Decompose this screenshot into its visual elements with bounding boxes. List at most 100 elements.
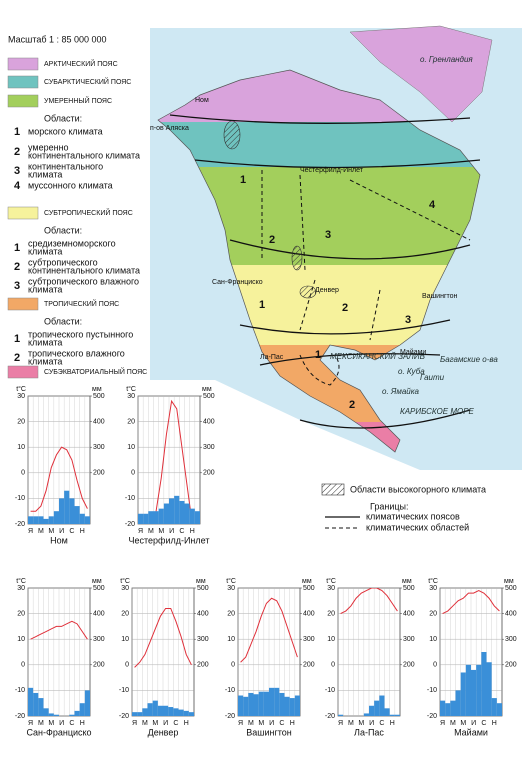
belt-swatch [7, 206, 39, 220]
x-tick-label: И [471, 720, 476, 727]
y2-tick-label: 200 [303, 662, 315, 669]
precip-bar [53, 511, 59, 524]
precip-bar [394, 714, 400, 716]
map-label: Майами [400, 348, 426, 356]
precip-bar [455, 690, 461, 716]
precip-bar [243, 696, 249, 716]
x-tick-label: С [69, 528, 74, 535]
precip-bar [496, 703, 502, 716]
precip-bar [289, 698, 295, 716]
y2-unit: мм [92, 386, 102, 393]
precip-bar [28, 516, 34, 524]
x-tick-label: Я [132, 720, 137, 727]
y-tick-label: -10 [225, 687, 235, 694]
x-tick-label: М [48, 720, 54, 727]
region-num: 3 [14, 165, 20, 177]
precip-bar [183, 710, 189, 716]
highland-area [299, 285, 317, 299]
y-unit: t°C [16, 385, 26, 393]
x-tick-label: Н [492, 720, 497, 727]
precip-bar [48, 516, 54, 524]
region-border-label: климатических областей [366, 522, 469, 532]
y-tick-label: -10 [15, 495, 25, 502]
precip-bar [59, 498, 65, 524]
map-label: о. Ямайка [382, 387, 420, 396]
chart-title: Майами [454, 727, 488, 737]
precip-bar [43, 518, 49, 524]
y-tick-label: 20 [121, 610, 129, 617]
region-text: средиземноморского [28, 238, 116, 248]
y-tick-label: 30 [227, 585, 235, 592]
belt-border-label: климатических поясов [366, 511, 460, 521]
region-num: 3 [14, 280, 20, 292]
precip-bar [465, 664, 471, 716]
y2-unit: мм [196, 578, 206, 585]
y-tick-label: 30 [327, 585, 335, 592]
x-tick-label: С [379, 720, 384, 727]
precip-bar [69, 714, 75, 716]
x-tick-label: М [142, 720, 148, 727]
x-tick-label: И [59, 720, 64, 727]
x-tick-label: Н [80, 528, 85, 535]
y2-unit: мм [504, 578, 514, 585]
y2-tick-label: 500 [403, 585, 415, 592]
precip-bar [147, 703, 153, 716]
temp-line [30, 620, 88, 640]
precip-bar [279, 692, 285, 716]
precip-bar [38, 698, 44, 716]
precip-bar [69, 498, 75, 524]
region-num: 1 [14, 242, 20, 254]
region-text: континентального климата [28, 150, 140, 160]
y2-tick-label: 300 [203, 444, 215, 451]
region-text: климата [28, 337, 62, 347]
y-tick-label: 20 [127, 418, 135, 425]
precip-bar [64, 490, 70, 524]
map-label: МЕКСИКАНСКИЙ ЗАЛИВ [330, 352, 426, 361]
x-tick-label: Н [190, 528, 195, 535]
x-tick-label: Я [440, 720, 445, 727]
y-unit: t°C [16, 577, 26, 585]
region-text: континентального климата [28, 265, 140, 275]
precip-bar [379, 695, 385, 716]
zone-number: 1 [240, 174, 246, 186]
precip-bar [440, 700, 446, 716]
belt-swatch [7, 365, 39, 379]
y-tick-label: 0 [21, 470, 25, 477]
precip-bar [476, 664, 482, 716]
y-tick-label: 10 [127, 444, 135, 451]
temp-line [442, 590, 500, 615]
temp-line [152, 399, 193, 524]
precip-bar [142, 708, 148, 716]
y-tick-label: -20 [427, 713, 437, 720]
precip-bar [363, 713, 369, 716]
y-tick-label: 30 [121, 585, 129, 592]
precip-bar [238, 695, 244, 716]
belt-swatch [7, 94, 39, 108]
chart-title: Денвер [148, 727, 179, 737]
y2-tick-label: 400 [93, 418, 105, 425]
map-label: Сан-Франциско [212, 279, 263, 286]
y-tick-label: 10 [429, 636, 437, 643]
precip-bar [460, 672, 466, 716]
temp-line [240, 597, 298, 663]
x-tick-label: Я [28, 720, 33, 727]
y-unit: t°C [120, 577, 130, 585]
map-label: о. Гренландия [420, 55, 473, 64]
precip-bar [491, 698, 497, 716]
y-tick-label: -20 [15, 713, 25, 720]
belt-swatch [7, 75, 39, 89]
region-text: климата [28, 284, 62, 294]
belt-name: УМЕРЕННЫЙ ПОЯС [44, 96, 112, 105]
region-text: климата [28, 169, 62, 179]
belt-swatch [7, 57, 39, 71]
x-tick-label: М [38, 720, 44, 727]
y2-tick-label: 400 [403, 610, 415, 617]
y-tick-label: -20 [225, 713, 235, 720]
x-tick-label: М [258, 720, 264, 727]
precip-bar [338, 714, 344, 716]
belt-name: ТРОПИЧЕСКИЙ ПОЯС [44, 299, 119, 308]
precip-bar [169, 498, 175, 524]
region-num: 2 [14, 146, 20, 158]
y2-tick-label: 300 [505, 636, 517, 643]
map-label: п-ов Аляска [150, 125, 189, 132]
